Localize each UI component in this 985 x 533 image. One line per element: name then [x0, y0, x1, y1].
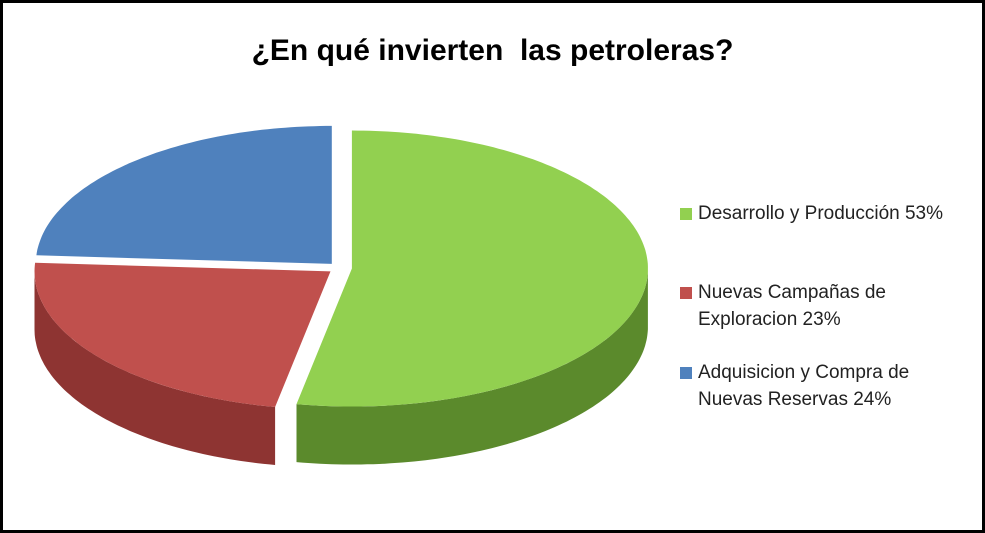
legend-item: Desarrollo y Producción 53% [680, 200, 970, 227]
legend-swatch [680, 367, 692, 379]
legend-swatch [680, 287, 692, 299]
chart-title: ¿En qué invierten las petroleras? [251, 34, 734, 67]
slice-side [34, 271, 276, 465]
slice [296, 130, 648, 407]
legend-item: Adquisicion y Compra de Nuevas Reservas … [680, 359, 970, 413]
legend-label: Adquisicion y Compra de Nuevas Reservas … [698, 362, 910, 410]
legend-item: Nuevas Campañas de Exploracion 23% [680, 279, 970, 333]
slice [36, 125, 332, 264]
slice [34, 262, 331, 407]
legend-label: Desarrollo y Producción 53% [698, 203, 944, 224]
legend-label: Nuevas Campañas de Exploracion 23% [698, 282, 886, 330]
slice-side [296, 268, 648, 465]
legend-swatch [680, 208, 692, 220]
